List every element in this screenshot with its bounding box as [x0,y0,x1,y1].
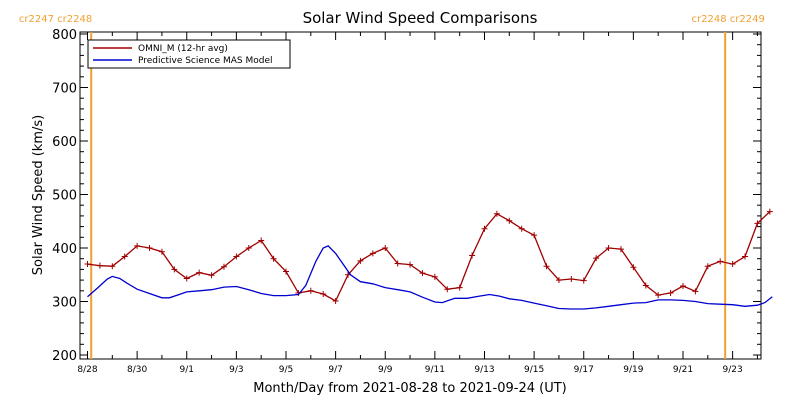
data-point-marker [208,272,215,279]
data-point-marker [642,282,649,289]
y-tick-label: 600 [52,135,77,150]
data-point-marker [109,263,116,270]
data-point-marker [245,245,252,251]
data-point-marker [518,225,525,232]
x-tick-label: 9/21 [673,365,693,375]
legend-label: Predictive Science MAS Model [138,56,273,66]
x-tick-label: 9/17 [574,365,594,375]
data-point-marker [555,277,562,284]
omni-series-line [87,211,771,302]
data-point-marker [568,276,575,283]
data-point-marker [742,253,749,260]
data-point-marker [444,286,451,293]
x-tick-label: 9/23 [723,365,743,375]
data-point-marker [158,248,165,255]
data-point-marker [431,273,438,280]
data-point-marker [220,263,227,270]
data-point-marker [679,282,686,289]
data-point-marker [580,277,587,284]
data-point-marker [593,255,600,262]
data-point-marker [766,208,773,215]
y-tick-label: 400 [52,242,77,257]
data-point-marker [357,257,364,264]
data-point-marker [754,220,761,227]
data-point-marker [692,288,699,295]
data-point-marker [84,261,91,268]
y-tick-label: 300 [52,296,77,311]
y-tick-label: 200 [52,349,77,364]
data-point-marker [134,242,141,249]
carrington-label: cr2247 cr2248 [19,14,92,25]
x-tick-label: 9/15 [524,365,544,375]
data-point-marker [407,261,414,268]
data-point-marker [258,237,265,244]
y-axis-title: Solar Wind Speed (km/s) [31,115,46,275]
data-point-marker [233,253,240,260]
data-point-marker [456,284,463,291]
data-point-marker [171,266,178,273]
data-point-marker [96,262,103,269]
data-point-marker [481,225,488,232]
x-axis-title: Month/Day from 2021-08-28 to 2021-09-24 … [253,381,566,396]
data-point-marker [605,245,612,251]
x-tick-label: 8/30 [127,365,147,375]
data-point-marker [270,255,277,262]
data-point-marker [307,287,314,294]
x-tick-label: 9/11 [425,365,445,375]
x-tick-label: 9/13 [474,365,494,375]
data-point-marker [493,210,500,217]
plot-area: 200 300 400 500 600 700 800 8/28 8/30 9/1 9/3 9/5 9/… [19,14,773,375]
y-tick-label: 500 [52,189,77,204]
x-tick-label: 9/5 [279,365,293,375]
data-point-marker [394,260,401,267]
x-tick-label: 9/19 [623,365,643,375]
x-tick-label: 9/7 [328,365,342,375]
data-point-marker [382,245,389,251]
data-point-marker [183,275,190,282]
data-point-marker [506,217,513,224]
chart-title: Solar Wind Speed Comparisons [303,9,538,27]
data-point-marker [121,253,128,260]
carrington-label: cr2248 cr2249 [692,14,765,25]
data-point-marker [282,268,289,275]
legend-box [87,39,291,69]
data-point-marker [543,263,550,270]
data-point-marker [332,297,339,304]
x-tick-label: 8/28 [77,365,97,375]
x-tick-label: 9/9 [378,365,393,375]
data-point-marker [320,291,327,298]
plot-frame [79,31,762,360]
data-point-marker [729,261,736,268]
data-point-marker [717,258,724,265]
y-tick-label: 800 [52,28,77,43]
legend-label: OMNI_M (12-hr avg) [138,44,228,54]
y-tick-label: 700 [52,82,77,97]
data-point-marker [667,289,674,296]
data-point-marker [419,270,426,277]
data-point-marker [196,269,203,276]
data-point-marker [630,264,637,271]
data-point-marker [146,245,153,251]
data-point-marker [469,252,476,259]
x-tick-label: 9/1 [180,365,194,375]
model-series-line [87,245,773,310]
data-point-marker [704,263,711,270]
data-point-marker [531,232,538,239]
data-point-marker [655,292,662,299]
data-point-marker [369,250,376,257]
data-point-marker [617,246,624,253]
x-tick-label: 9/3 [229,365,243,375]
